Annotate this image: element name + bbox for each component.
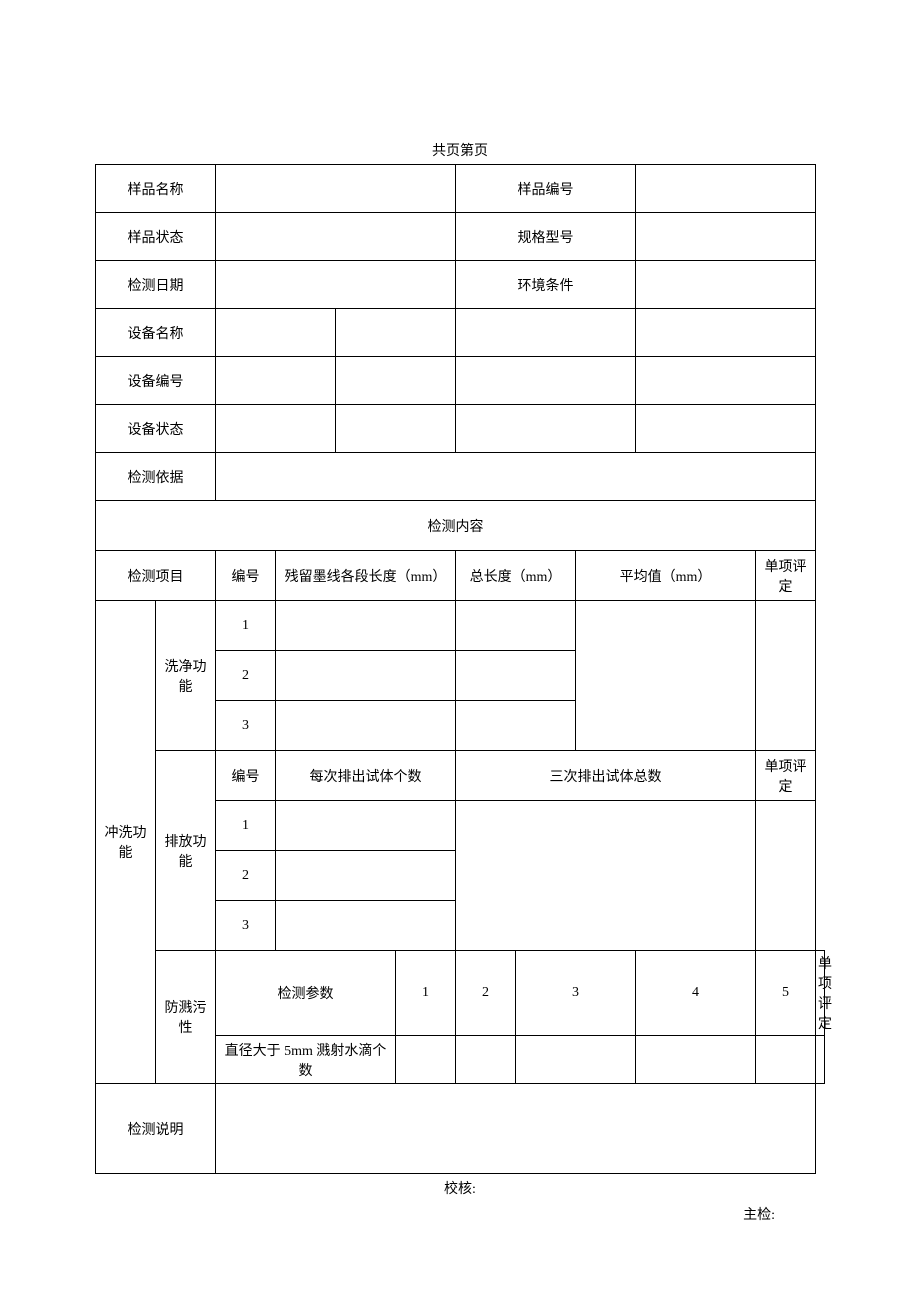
group-splash-resistance: 防溅污性: [156, 951, 216, 1084]
value-device-status-2: [336, 405, 456, 453]
discharge-col-total: 三次排出试体总数: [456, 751, 756, 801]
discharge-r2-serial: 2: [216, 851, 276, 901]
label-test-item: 检测项目: [96, 551, 216, 601]
group-discharge-function: 排放功能: [156, 751, 216, 951]
value-device-status-3: [456, 405, 636, 453]
wash-r3-total: [456, 701, 576, 751]
splash-v2: [456, 1036, 516, 1084]
value-device-number-4: [636, 357, 816, 405]
col-single-eval: 单项评定: [756, 551, 816, 601]
wash-r1-total: [456, 601, 576, 651]
value-sample-name: [216, 165, 456, 213]
value-spec-model: [636, 213, 816, 261]
discharge-r3-each: [276, 901, 456, 951]
footer-inspector: 主检:: [95, 1204, 825, 1224]
label-sample-number: 样品编号: [456, 165, 636, 213]
label-sample-name: 样品名称: [96, 165, 216, 213]
value-device-name-3: [456, 309, 636, 357]
value-device-name-2: [336, 309, 456, 357]
label-sample-status: 样品状态: [96, 213, 216, 261]
splash-c1: 1: [396, 951, 456, 1036]
value-device-number-2: [336, 357, 456, 405]
splash-v1: [396, 1036, 456, 1084]
label-test-description: 检测说明: [96, 1084, 216, 1174]
col-serial: 编号: [216, 551, 276, 601]
splash-v5: [756, 1036, 816, 1084]
label-device-status: 设备状态: [96, 405, 216, 453]
col-total-length: 总长度（mm）: [456, 551, 576, 601]
discharge-col-each: 每次排出试体个数: [276, 751, 456, 801]
discharge-r3-serial: 3: [216, 901, 276, 951]
discharge-col-eval: 单项评定: [756, 751, 816, 801]
value-sample-status: [216, 213, 456, 261]
group-wash-function: 洗净功能: [156, 601, 216, 751]
value-device-status-4: [636, 405, 816, 453]
label-device-name: 设备名称: [96, 309, 216, 357]
wash-r1-residual: [276, 601, 456, 651]
wash-r2-serial: 2: [216, 651, 276, 701]
footer-reviewer: 校核:: [95, 1178, 825, 1198]
splash-c2: 2: [456, 951, 516, 1036]
value-device-number-1: [216, 357, 336, 405]
wash-r1-serial: 1: [216, 601, 276, 651]
wash-r3-serial: 3: [216, 701, 276, 751]
value-test-basis: [216, 453, 816, 501]
discharge-eval: [756, 801, 816, 951]
value-device-name-1: [216, 309, 336, 357]
discharge-total: [456, 801, 756, 951]
section-title-content: 检测内容: [96, 501, 816, 551]
splash-eval-label: 单项评定: [816, 951, 825, 1036]
value-env-conditions: [636, 261, 816, 309]
splash-v-eval: [816, 1036, 825, 1084]
discharge-r1-each: [276, 801, 456, 851]
col-average: 平均值（mm）: [576, 551, 756, 601]
discharge-col-serial: 编号: [216, 751, 276, 801]
discharge-r2-each: [276, 851, 456, 901]
value-test-description: [216, 1084, 816, 1174]
splash-droplet-label: 直径大于 5mm 溅射水滴个数: [216, 1036, 396, 1084]
splash-c5: 5: [756, 951, 816, 1036]
label-test-basis: 检测依据: [96, 453, 216, 501]
col-residual-ink: 残留墨线各段长度（mm）: [276, 551, 456, 601]
value-sample-number: [636, 165, 816, 213]
splash-c4: 4: [636, 951, 756, 1036]
value-device-status-1: [216, 405, 336, 453]
splash-test-param: 检测参数: [216, 951, 396, 1036]
wash-avg: [576, 601, 756, 751]
group-flush-function: 冲洗功能: [96, 601, 156, 1084]
wash-r3-residual: [276, 701, 456, 751]
page-header: 共页第页: [95, 140, 825, 160]
value-device-number-3: [456, 357, 636, 405]
splash-v3: [516, 1036, 636, 1084]
wash-r2-residual: [276, 651, 456, 701]
label-test-date: 检测日期: [96, 261, 216, 309]
value-test-date: [216, 261, 456, 309]
wash-r2-total: [456, 651, 576, 701]
discharge-r1-serial: 1: [216, 801, 276, 851]
wash-eval: [756, 601, 816, 751]
splash-c3: 3: [516, 951, 636, 1036]
label-env-conditions: 环境条件: [456, 261, 636, 309]
inspection-form-table: 样品名称 样品编号 样品状态 规格型号 检测日期 环境条件 设备名称 设备编号 …: [95, 164, 825, 1174]
label-device-number: 设备编号: [96, 357, 216, 405]
label-spec-model: 规格型号: [456, 213, 636, 261]
value-device-name-4: [636, 309, 816, 357]
splash-v4: [636, 1036, 756, 1084]
